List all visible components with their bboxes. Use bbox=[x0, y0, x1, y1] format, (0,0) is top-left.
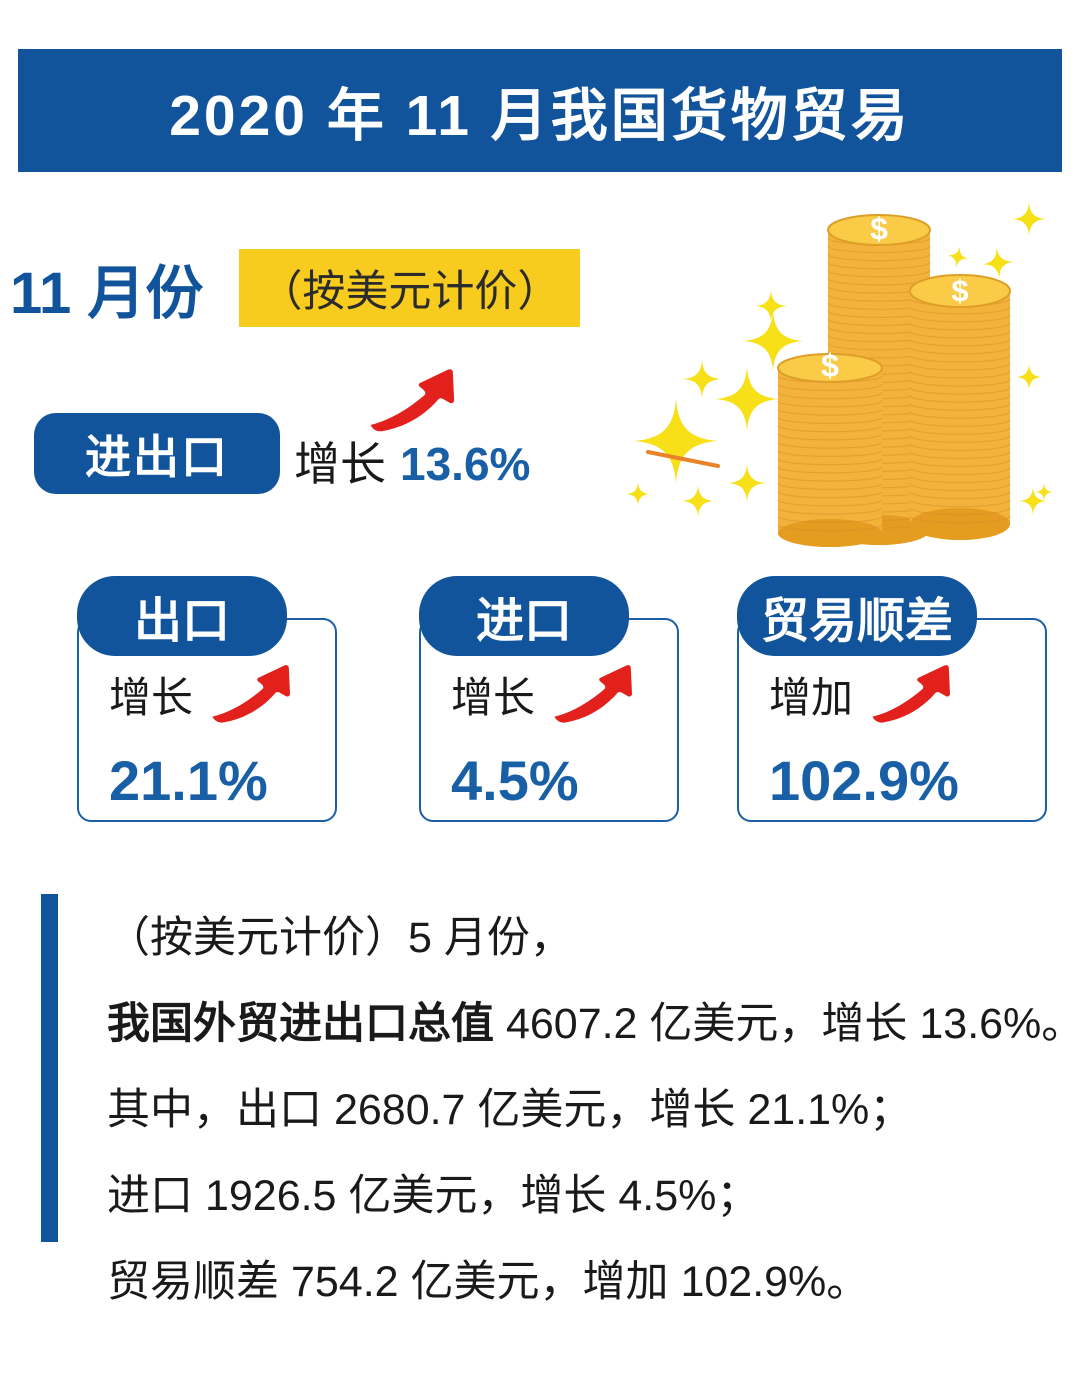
svg-text:$: $ bbox=[821, 348, 839, 384]
svg-text:$: $ bbox=[870, 210, 888, 246]
svg-text:$: $ bbox=[951, 273, 968, 308]
